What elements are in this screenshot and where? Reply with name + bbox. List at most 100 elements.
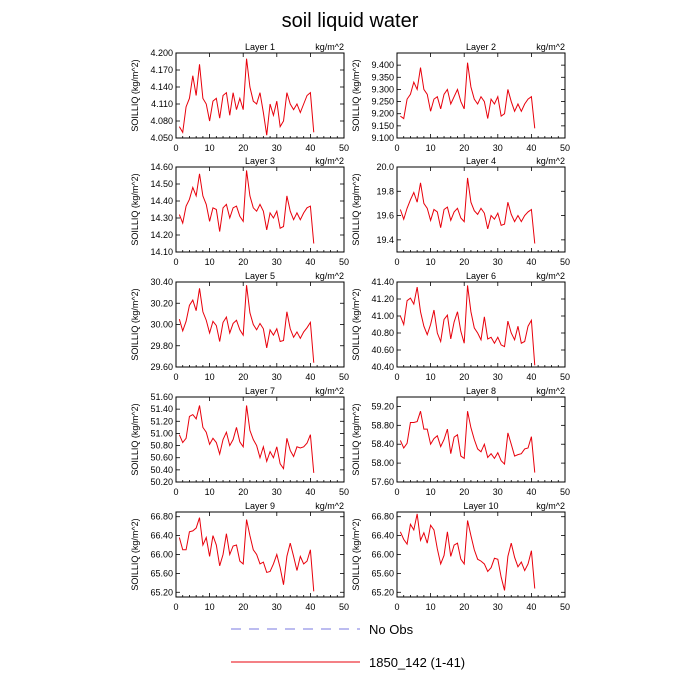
y-tick-label: 41.40 [371,277,394,287]
panel-title: Layer 3 [245,156,275,166]
legend: No Obs 1850_142 (1-41) [231,622,465,670]
x-tick-label: 30 [493,372,503,382]
panel-1: Layer 1 kg/m^2 SOILLIQ (kg/m^2) 0 10 20 30 40 50… [130,42,349,153]
y-tick-label: 30.00 [150,320,173,330]
x-tick-label: 10 [205,143,215,153]
y-tick-label: 9.350 [371,72,394,82]
y-tick-label: 14.40 [150,196,173,206]
y-tick-label: 9.150 [371,121,394,131]
x-tick-label: 20 [459,257,469,267]
y-tick-label: 41.00 [371,311,394,321]
y-tick-label: 30.20 [150,298,173,308]
x-tick-label: 30 [272,372,282,382]
x-tick-label: 10 [205,602,215,612]
y-tick-label: 19.4 [376,235,394,245]
figure-title: soil liquid water [282,10,419,32]
y-tick-label: 4.080 [150,116,173,126]
y-tick-label: 66.80 [150,512,173,522]
x-tick-label: 50 [339,372,349,382]
y-tick-label: 4.050 [150,133,173,143]
y-axis-label: SOILLIQ (kg/m^2) [130,288,140,360]
y-tick-label: 66.80 [371,512,394,522]
unit-label: kg/m^2 [315,386,344,396]
y-tick-label: 66.00 [371,550,394,560]
y-tick-label: 50.40 [150,465,173,475]
legend-no-obs-label: No Obs [369,622,414,637]
series-line [400,62,536,129]
x-tick-label: 30 [493,257,503,267]
panel-5: Layer 5 kg/m^2 SOILLIQ (kg/m^2) 0 10 20 30 40 50… [130,271,349,382]
y-tick-label: 14.20 [150,230,173,240]
y-tick-label: 14.10 [150,247,173,257]
y-tick-label: 40.40 [371,362,394,372]
x-tick-label: 10 [426,602,436,612]
x-tick-label: 0 [173,257,178,267]
y-tick-label: 65.60 [150,568,173,578]
unit-label: kg/m^2 [536,42,565,52]
x-tick-label: 50 [339,487,349,497]
x-tick-label: 0 [394,143,399,153]
y-tick-label: 58.80 [371,420,394,430]
unit-label: kg/m^2 [315,271,344,281]
x-tick-label: 0 [394,487,399,497]
x-tick-label: 30 [493,143,503,153]
x-tick-label: 50 [560,372,570,382]
series-line [178,170,315,244]
y-tick-label: 9.200 [371,109,394,119]
y-axis-label: SOILLIQ (kg/m^2) [130,403,140,475]
y-tick-label: 59.20 [371,401,394,411]
y-tick-label: 51.00 [150,428,173,438]
y-tick-label: 4.200 [150,48,173,58]
x-tick-label: 40 [305,257,315,267]
panel-6: Layer 6 kg/m^2 SOILLIQ (kg/m^2) 0 10 20 30 40 50… [351,271,570,382]
x-tick-label: 20 [238,257,248,267]
x-tick-label: 40 [526,487,536,497]
plot-frame [396,396,566,483]
y-tick-label: 51.20 [150,416,173,426]
panel-7: Layer 7 kg/m^2 SOILLIQ (kg/m^2) 0 10 20 30 40 50… [130,386,349,497]
y-tick-label: 57.60 [371,477,394,487]
y-tick-label: 29.60 [150,362,173,372]
x-tick-label: 20 [238,602,248,612]
y-tick-label: 66.40 [371,531,394,541]
x-tick-label: 0 [173,372,178,382]
unit-label: kg/m^2 [315,501,344,511]
y-tick-label: 50.20 [150,477,173,487]
x-tick-label: 20 [459,487,469,497]
y-tick-label: 14.30 [150,213,173,223]
panel-title: Layer 8 [466,386,496,396]
x-tick-label: 10 [426,372,436,382]
panel-8: Layer 8 kg/m^2 SOILLIQ (kg/m^2) 0 10 20 30 40 50… [351,386,570,497]
x-tick-label: 10 [426,143,436,153]
unit-label: kg/m^2 [536,386,565,396]
unit-label: kg/m^2 [536,501,565,511]
x-tick-label: 20 [238,143,248,153]
y-tick-label: 14.60 [150,162,173,172]
panel-title: Layer 9 [245,501,275,511]
series-line [178,405,315,473]
x-tick-label: 10 [205,372,215,382]
x-tick-label: 30 [272,602,282,612]
y-tick-label: 66.00 [150,550,173,560]
x-tick-label: 30 [493,487,503,497]
y-tick-label: 66.40 [150,531,173,541]
x-tick-label: 30 [272,143,282,153]
x-tick-label: 50 [560,487,570,497]
y-tick-label: 65.20 [371,587,394,597]
x-tick-label: 50 [339,257,349,267]
y-tick-label: 51.60 [150,392,173,402]
x-tick-label: 30 [493,602,503,612]
plot-frame [396,281,566,368]
panel-title: Layer 2 [466,42,496,52]
y-tick-label: 29.80 [150,341,173,351]
x-tick-label: 40 [526,143,536,153]
y-tick-label: 4.140 [150,82,173,92]
legend-series-label: 1850_142 (1-41) [369,655,465,670]
y-tick-label: 19.8 [376,186,394,196]
y-tick-label: 4.170 [150,65,173,75]
series-line [399,285,536,366]
y-tick-label: 41.20 [371,294,394,304]
x-tick-label: 0 [394,257,399,267]
x-tick-label: 50 [560,602,570,612]
x-tick-label: 50 [560,257,570,267]
